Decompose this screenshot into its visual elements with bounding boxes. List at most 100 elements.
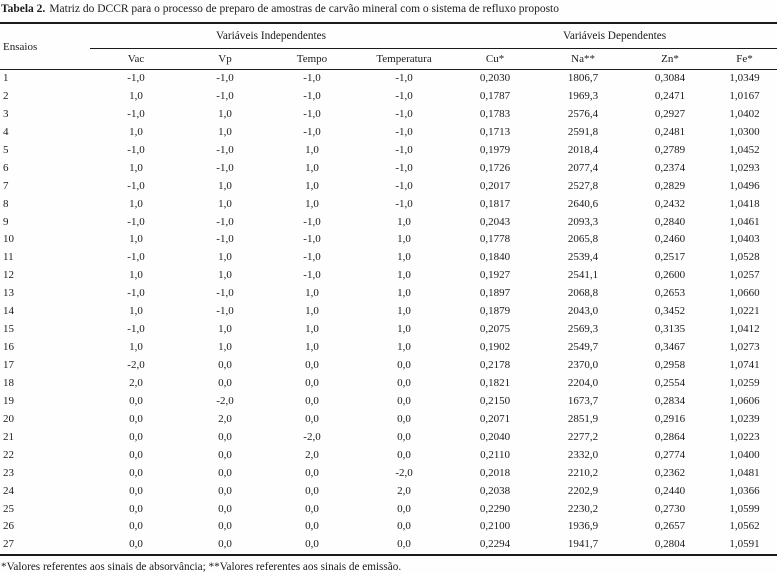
value-cell: 0,0: [218, 359, 232, 371]
table-body: 1 -1,0 -1,0 -1,0 -1,0 0,2030 1806,7 0,3084 1,034…: [0, 70, 777, 556]
value-cell: 0,2864: [654, 430, 686, 443]
value-cell: 0,0: [305, 359, 319, 371]
value-cell: 0,2804: [654, 538, 686, 551]
value-cell: 0,2653: [654, 287, 686, 300]
value-cell: 1,0402: [729, 107, 760, 120]
value-cell: 1,0221: [729, 305, 760, 318]
column-header-vac: Vac: [90, 48, 182, 70]
value-cell: 0,0: [218, 484, 232, 497]
value-cell: 1,0452: [729, 143, 760, 156]
value-cell: 0,0: [305, 520, 319, 533]
value-cell: 0,0: [397, 412, 411, 425]
table-row: 17 -2,0 0,0 0,0 0,0 0,2178 2370,0 0,2958 1,0741: [0, 357, 777, 375]
value-cell: 0,0: [218, 538, 232, 551]
value-cell: 1,0293: [729, 161, 760, 174]
table-row: 18 2,0 0,0 0,0 0,0 0,1821 2204,0 0,2554 1,0259: [0, 375, 777, 393]
value-cell: 0,2374: [654, 161, 686, 174]
value-cell: 2202,9: [567, 484, 599, 497]
value-cell: 1,0: [129, 341, 143, 354]
value-cell: 0,1713: [479, 125, 511, 138]
ensaio-number-cell: 17: [3, 359, 14, 371]
table-row: 5 -1,0 -1,0 1,0 -1,0 0,1979 2018,4 0,2789 1,0452: [0, 142, 777, 160]
value-cell: -2,0: [395, 466, 413, 479]
column-header-na: Na**: [538, 48, 629, 70]
value-cell: 2549,7: [567, 341, 599, 354]
value-cell: -1,0: [303, 107, 321, 120]
value-cell: 1,0418: [729, 197, 760, 210]
value-cell: 2569,3: [567, 323, 599, 336]
value-cell: 0,2018: [479, 466, 511, 479]
value-cell: 2591,8: [567, 125, 599, 138]
table-row: 7 -1,0 1,0 1,0 -1,0 0,2017 2527,8 0,2829 1,0496: [0, 178, 777, 196]
value-cell: 0,2110: [480, 448, 510, 461]
value-cell: 0,2043: [479, 215, 511, 228]
value-cell: 0,0: [397, 394, 411, 407]
value-cell: 1,0: [397, 215, 411, 228]
value-cell: -1,0: [216, 287, 234, 300]
value-cell: 1,0: [305, 143, 319, 156]
value-cell: 1,0: [129, 161, 143, 174]
table-row: 6 1,0 -1,0 1,0 -1,0 0,1726 2077,4 0,2374 1,0293: [0, 160, 777, 178]
group-header-row: Ensaios Variáveis Independentes Variávei…: [0, 23, 777, 70]
value-cell: -1,0: [127, 72, 145, 84]
value-cell: -1,0: [395, 179, 413, 192]
value-cell: 0,2030: [479, 72, 511, 84]
value-cell: 0,1778: [479, 233, 511, 246]
value-cell: 0,0: [305, 412, 319, 425]
table-footnote: *Valores referentes aos sinais de absorv…: [1, 561, 402, 574]
value-cell: 0,2294: [479, 538, 511, 551]
value-cell: 1,0366: [729, 484, 760, 497]
table-row: 11 -1,0 1,0 -1,0 1,0 0,1840 2539,4 0,2517 1,0528: [0, 249, 777, 267]
value-cell: -1,0: [303, 72, 321, 84]
value-cell: 1,0: [129, 233, 143, 246]
value-cell: 0,1902: [479, 341, 511, 354]
value-cell: 2204,0: [567, 376, 599, 389]
value-cell: 0,2481: [654, 125, 686, 138]
value-cell: 0,0: [129, 430, 143, 443]
value-cell: 1,0741: [729, 359, 760, 371]
value-cell: 0,2774: [654, 448, 686, 461]
value-cell: 1,0: [397, 233, 411, 246]
value-cell: 0,0: [397, 430, 411, 443]
column-header-tempo: Tempo: [268, 48, 356, 70]
value-cell: -1,0: [127, 143, 145, 156]
ensaio-number-cell: 8: [3, 197, 9, 210]
value-cell: 0,0: [129, 520, 143, 533]
ensaio-number-cell: 9: [3, 215, 9, 228]
value-cell: 1,0: [397, 323, 411, 336]
ensaio-number-cell: 19: [3, 394, 14, 407]
ensaio-number-cell: 27: [3, 538, 14, 551]
value-cell: 0,1817: [479, 197, 511, 210]
value-cell: 0,2730: [654, 502, 686, 515]
value-cell: 0,0: [305, 502, 319, 515]
value-cell: 0,0: [129, 448, 143, 461]
value-cell: 1,0: [397, 305, 411, 318]
value-cell: 1,0: [397, 251, 411, 264]
value-cell: 0,0: [129, 484, 143, 497]
value-cell: 0,3135: [654, 323, 686, 336]
value-cell: 1,0: [305, 179, 319, 192]
value-cell: -1,0: [216, 161, 234, 174]
ensaio-number-cell: 26: [3, 520, 14, 533]
value-cell: 2640,6: [567, 197, 599, 210]
value-cell: 2068,8: [567, 287, 599, 300]
group-header-independent-variables: Variáveis Independentes: [90, 23, 453, 49]
value-cell: -1,0: [303, 215, 321, 228]
value-cell: -1,0: [127, 287, 145, 300]
value-cell: 0,2440: [654, 484, 686, 497]
value-cell: 0,0: [218, 430, 232, 443]
value-cell: 0,2927: [654, 107, 686, 120]
value-cell: 1,0: [218, 107, 232, 120]
value-cell: 0,1927: [479, 269, 511, 282]
ensaio-number-cell: 14: [3, 305, 14, 318]
value-cell: -1,0: [303, 125, 321, 138]
value-cell: -1,0: [395, 161, 413, 174]
value-cell: 0,2040: [479, 430, 511, 443]
value-cell: 0,2150: [479, 394, 511, 407]
value-cell: 1,0496: [729, 179, 760, 192]
value-cell: 2,0: [129, 376, 143, 389]
table-caption-text: Matriz do DCCR para o processo de prepar…: [49, 3, 559, 15]
value-cell: 1,0: [305, 341, 319, 354]
table-row: 14 1,0 -1,0 1,0 1,0 0,1879 2043,0 0,3452 1,0221: [0, 303, 777, 321]
value-cell: 1,0259: [729, 376, 760, 389]
